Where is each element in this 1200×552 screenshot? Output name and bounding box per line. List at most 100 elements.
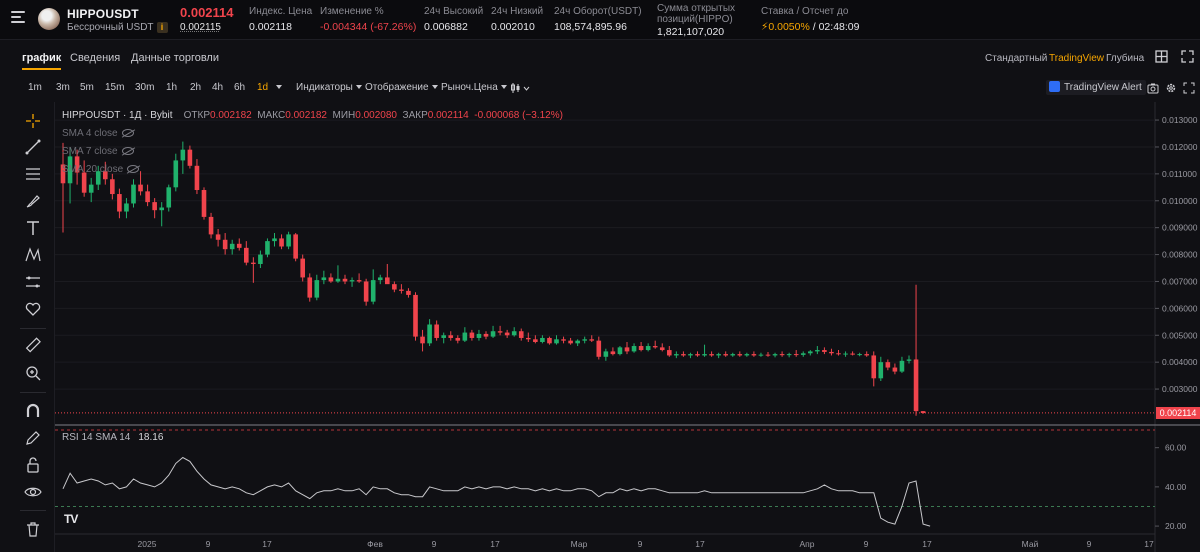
rsi-tick-label: 40.00	[1165, 482, 1187, 492]
sma20-legend[interactable]: SMA 20 close	[62, 164, 140, 175]
indicators-menu[interactable]: Индикаторы	[296, 82, 362, 93]
candle-body	[103, 171, 108, 180]
candle-body	[906, 359, 912, 361]
fullscreen-icon[interactable]	[1181, 50, 1194, 63]
pattern-icon[interactable]	[24, 246, 42, 264]
price-tick-label: 0.006000	[1162, 303, 1198, 313]
candle-body	[385, 277, 390, 285]
view-tradingview[interactable]: TradingView	[1049, 53, 1105, 64]
candle-body	[131, 184, 136, 204]
price-tick-label: 0.007000	[1162, 276, 1198, 286]
candle-body	[575, 340, 580, 344]
tab-info[interactable]: Сведения	[70, 52, 121, 64]
hidden-eye-icon[interactable]	[127, 165, 140, 173]
tab-chart[interactable]: график	[22, 52, 62, 70]
last-price: 0.002114	[180, 5, 234, 20]
layout-grid-icon[interactable]	[1155, 50, 1168, 63]
candle-body	[547, 337, 552, 344]
sma4-legend[interactable]: SMA 4 close	[62, 128, 134, 139]
magnet-icon[interactable]	[24, 402, 42, 420]
text-tool-icon[interactable]	[24, 219, 42, 237]
candle-body	[413, 294, 418, 337]
candle-body	[236, 243, 242, 248]
drawing-toolbar	[0, 102, 55, 552]
timeframe-30m[interactable]: 30m	[135, 82, 155, 93]
settings-gear-icon[interactable]	[1165, 82, 1177, 94]
hidden-eye-icon[interactable]	[121, 147, 134, 155]
candle-body	[899, 360, 905, 372]
price-type-menu[interactable]: Рыноч.Цена	[441, 82, 507, 93]
tradingview-alert-button[interactable]: TradingView Alert	[1046, 80, 1146, 95]
pencil-lock-icon[interactable]	[24, 429, 42, 447]
candle-body	[293, 234, 298, 259]
candle-body	[392, 284, 397, 290]
candle-body	[526, 337, 531, 340]
time-tick-label: Фев	[367, 539, 383, 549]
ruler-icon[interactable]	[24, 337, 42, 355]
candle-body	[885, 362, 891, 368]
timeframe-3m[interactable]: 3m	[56, 82, 70, 93]
price-tick-label: 0.005000	[1162, 330, 1198, 340]
candle-body	[652, 346, 658, 348]
measure-ruler-icon[interactable]	[24, 273, 42, 291]
chart-canvas[interactable]: 0.013000 0.012000 0.011000 0.010000 0.009000…	[55, 102, 1200, 552]
timeframe-4h[interactable]: 4h	[212, 82, 224, 93]
timeframe-2h[interactable]: 2h	[190, 82, 202, 93]
brush-icon[interactable]	[24, 192, 42, 210]
candle-body	[829, 351, 834, 354]
chart-type-icon[interactable]	[510, 82, 532, 94]
camera-icon[interactable]	[1147, 82, 1159, 94]
price-tick-label: 0.009000	[1162, 223, 1198, 233]
lock-icon[interactable]	[24, 456, 42, 474]
candle-body	[441, 335, 446, 338]
timeframe-5m[interactable]: 5m	[80, 82, 94, 93]
view-depth[interactable]: Глубина	[1106, 53, 1145, 64]
timeframe-more-dropdown[interactable]	[273, 82, 282, 93]
candle-body	[67, 156, 73, 184]
hamburger-menu-icon[interactable]	[11, 11, 25, 24]
mark-price: 0.002115	[180, 22, 221, 33]
timeframe-6h[interactable]: 6h	[234, 82, 246, 93]
candle-body	[258, 254, 263, 264]
candle-body	[702, 354, 707, 356]
tradingview-logo: TV	[64, 512, 78, 526]
info-icon[interactable]: i	[156, 22, 168, 33]
high-24h-stat: 24ч Высокий 0.006882	[424, 6, 484, 33]
sma7-legend[interactable]: SMA 7 close	[62, 146, 134, 157]
trash-icon[interactable]	[24, 520, 42, 538]
timeframe-1h[interactable]: 1h	[166, 82, 178, 93]
chevron-down-icon	[355, 85, 362, 90]
candle-body	[420, 336, 425, 344]
candle-body	[370, 280, 376, 302]
price-tick-label: 0.003000	[1162, 384, 1198, 394]
low-24h-stat: 24ч Низкий 0.002010	[491, 6, 544, 33]
zoom-in-icon[interactable]	[24, 364, 42, 382]
chevron-down-icon	[431, 85, 438, 90]
timeframe-1d[interactable]: 1d	[257, 82, 269, 93]
hidden-eye-icon[interactable]	[121, 129, 134, 137]
open-interest-stat: Сумма открытых позиций(HIPPO) 1,821,107,…	[657, 3, 736, 38]
price-tick-label: 0.008000	[1162, 250, 1198, 260]
symbol-name[interactable]: HIPPOUSDT	[67, 7, 139, 21]
display-menu[interactable]: Отображение	[365, 82, 438, 93]
candle-body	[603, 351, 609, 357]
eye-icon[interactable]	[24, 483, 42, 501]
horizontal-lines-icon[interactable]	[24, 165, 42, 183]
time-tick-label: Май	[1022, 539, 1039, 549]
heart-icon[interactable]	[24, 300, 42, 318]
candle-body	[730, 354, 736, 356]
trend-line-icon[interactable]	[24, 138, 42, 156]
candle-body	[251, 262, 256, 264]
timeframe-1m[interactable]: 1m	[28, 82, 42, 93]
candle-body	[744, 354, 750, 356]
timeframe-15m[interactable]: 15m	[105, 82, 125, 93]
view-standard[interactable]: Стандартный	[985, 53, 1048, 64]
crosshair-icon[interactable]	[24, 112, 42, 130]
candle-body	[540, 337, 545, 342]
tab-trading-data[interactable]: Данные торговли	[131, 52, 219, 64]
candle-body	[300, 258, 305, 278]
price-chart[interactable]: 0.013000 0.012000 0.011000 0.010000 0.009000…	[55, 102, 1200, 552]
ticker-header: HIPPOUSDT Бессрочный USDT i 0.002114 0.00…	[0, 0, 1200, 40]
candle-body	[328, 277, 334, 282]
fullscreen-chart-icon[interactable]	[1183, 82, 1195, 94]
